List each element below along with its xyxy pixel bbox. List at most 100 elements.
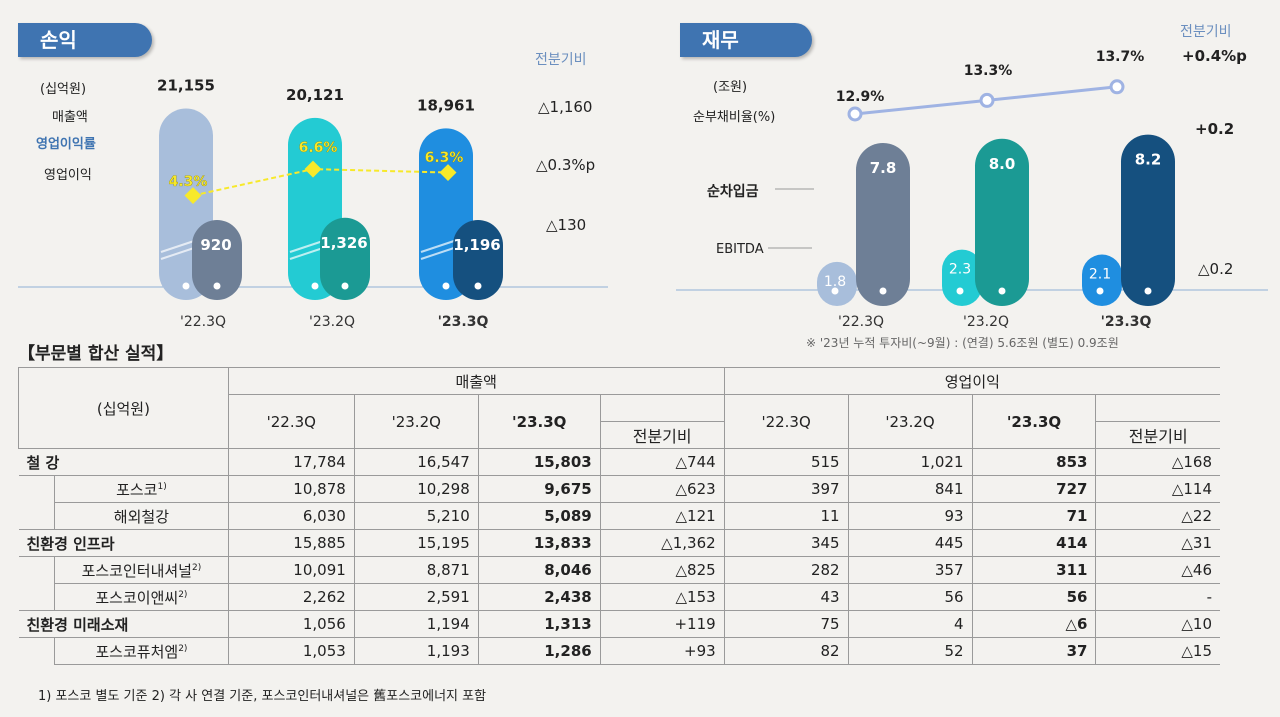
segment-row-label: 해외철강 [53, 502, 229, 530]
segment-cell: △22 [1095, 502, 1220, 530]
segment-cell: △15 [1095, 637, 1220, 665]
segment-row-name: 포스코이앤씨 [95, 588, 179, 607]
segment-cell: 1,286 [477, 637, 601, 665]
segment-cell: 11 [723, 502, 849, 530]
x-tick-label: '23.2Q [309, 314, 355, 330]
ratio-marker [1109, 79, 1125, 95]
ebitda-bar [942, 249, 982, 306]
ratio-value-label: 12.9% [836, 89, 885, 105]
segment-row-label: 포스코이앤씨2) [53, 583, 229, 611]
segment-cell: 52 [847, 637, 973, 665]
segment-cell: 37 [971, 637, 1097, 665]
x-tick-label: '23.3Q [1101, 314, 1152, 330]
footnote-marker: 2) [191, 562, 202, 573]
bar-dot [879, 287, 887, 295]
table-row: 철 강 17,784 16,547 15,803 △744 515 1,021 853 △168 [18, 448, 1220, 476]
segment-cell: 56 [847, 583, 973, 611]
pl-change-sales: △1,160 [538, 98, 593, 116]
netdebt-value-label: 8.0 [989, 155, 1016, 173]
segment-cell: 15,195 [353, 529, 479, 557]
pl-change-op: △130 [546, 216, 587, 234]
segment-cell: 311 [971, 556, 1097, 584]
segment-change-header: 전분기비 [599, 421, 725, 449]
fin-label-ebitda: EBITDA [716, 242, 764, 257]
segment-row-label: 친환경 미래소재 [18, 610, 229, 638]
bar-dot [831, 287, 839, 295]
segment-group-op: 영업이익 [723, 367, 1220, 395]
fin-investment-note: ※ '23년 누적 투자비(~9월) : (연결) 5.6조원 (별도) 0.9… [806, 336, 1119, 350]
segment-cell: △153 [599, 583, 725, 611]
bar-dot [213, 282, 221, 290]
table-row: 해외철강 6,030 5,210 5,089 △121 11 93 71 △22 [18, 502, 1220, 530]
segment-period: '22.3Q [723, 394, 849, 449]
segment-period: '23.3Q [971, 394, 1097, 449]
footnote-marker: 2) [178, 589, 188, 600]
segment-cell: 2,438 [477, 583, 601, 611]
segment-row-label: 포스코1) [53, 475, 229, 503]
bar-dot [442, 282, 450, 290]
x-tick-label: '22.3Q [180, 314, 226, 330]
segment-cell: 5,089 [477, 502, 601, 530]
segment-cell: 15,803 [477, 448, 601, 476]
segment-cell: 853 [971, 448, 1097, 476]
segment-cell: 43 [723, 583, 849, 611]
segment-row-indent [18, 475, 55, 503]
margin-marker [439, 164, 457, 182]
segment-period: '23.2Q [353, 394, 479, 449]
fin-change-ratio: +0.4%p [1182, 47, 1247, 65]
segment-row-indent [18, 502, 55, 530]
segment-row-label: 친환경 인프라 [18, 529, 229, 557]
segment-cell: 8,871 [353, 556, 479, 584]
segment-cell: 71 [971, 502, 1097, 530]
bar-dot [311, 282, 319, 290]
segment-cell: △1,362 [599, 529, 725, 557]
netdebt-bar [975, 138, 1029, 306]
ratio-value-label: 13.3% [964, 63, 1013, 79]
fin-section-tag: 재무 [680, 23, 812, 57]
x-tick-label: '23.3Q [438, 314, 489, 330]
segment-cell: 10,878 [227, 475, 355, 503]
segment-cell: 727 [971, 475, 1097, 503]
op-value-label: 920 [200, 236, 231, 254]
segment-cell: 10,091 [227, 556, 355, 584]
margin-marker [184, 187, 202, 205]
segment-cell: 515 [723, 448, 849, 476]
segment-row-label: 포스코퓨처엠2) [53, 637, 229, 665]
ebitda-bar [1082, 254, 1122, 306]
table-row: 포스코이앤씨2) 2,262 2,591 2,438 △153 43 56 56- [18, 583, 1220, 611]
segment-row-label: 포스코인터내셔널2) [53, 556, 229, 584]
fin-label-netdebt: 순차입금 [707, 184, 759, 200]
fin-change-netdebt: +0.2 [1195, 120, 1235, 138]
pl-change-header: 전분기비 [535, 52, 587, 68]
op-bar [453, 220, 503, 300]
segment-cell: △623 [599, 475, 725, 503]
x-tick-label: '23.2Q [963, 314, 1009, 330]
segment-cell: 357 [847, 556, 973, 584]
segment-cell: △6 [971, 610, 1097, 638]
segment-footnote: 1) 포스코 별도 기준 2) 각 사 연결 기준, 포스코인터내셔널은 舊포스… [38, 689, 487, 704]
segment-cell: △744 [599, 448, 725, 476]
bar-dot [998, 287, 1006, 295]
segment-cell: △168 [1095, 448, 1220, 476]
segment-row-name: 포스코인터내셔널 [81, 561, 192, 580]
ratio-marker [979, 92, 995, 108]
segment-cell: 1,056 [227, 610, 355, 638]
table-row: 친환경 미래소재 1,056 1,194 1,313 +119 75 4 △6 △10 [18, 610, 1220, 638]
op-bar [320, 217, 370, 300]
netdebt-bar [856, 142, 910, 306]
segment-period: '23.3Q [477, 394, 601, 449]
segment-row-indent [18, 556, 55, 584]
bar-dot [956, 287, 964, 295]
segment-cell: △114 [1095, 475, 1220, 503]
segment-cell: 16,547 [353, 448, 479, 476]
segment-cell: △31 [1095, 529, 1220, 557]
segment-cell: 93 [847, 502, 973, 530]
segment-header-row1: (십억원) 매출액 영업이익 [18, 367, 1220, 449]
segment-cell: 1,313 [477, 610, 601, 638]
pl-label-sales: 매출액 [52, 110, 88, 125]
segment-period: '23.2Q [847, 394, 973, 449]
segment-cell: 414 [971, 529, 1097, 557]
pl-chart: 21,155 '22.3Q 20,121 '23.2Q 18,961 '23.3Q 920 1… [18, 77, 608, 330]
segment-row-name: 포스코퓨처엠 [95, 642, 179, 661]
table-row: 포스코퓨처엠2) 1,053 1,193 1,286 +93 82 52 37 △15 [18, 637, 1220, 665]
